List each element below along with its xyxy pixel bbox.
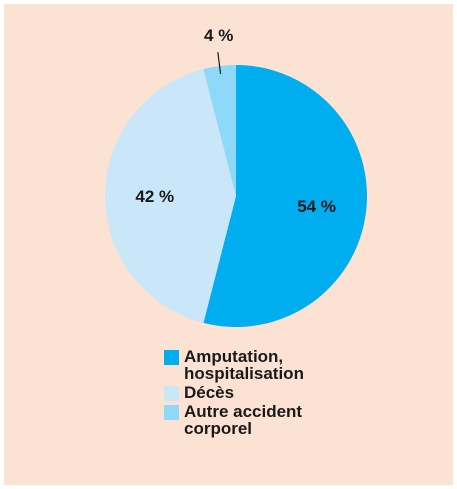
data-label-amputation: 54 % <box>297 197 336 216</box>
chart-legend: Amputation, hospitalisation Décès Autre … <box>164 348 444 439</box>
legend-swatch-autre <box>164 405 179 420</box>
legend-swatch-deces <box>164 386 179 401</box>
pie-chart: 54 % 42 % 4 % <box>105 26 367 328</box>
legend-label-deces: Décès <box>184 383 235 402</box>
data-label-autre: 4 % <box>204 26 233 45</box>
legend-label-autre: Autre accident corporel <box>184 402 303 438</box>
legend-swatch-amputation <box>164 350 179 365</box>
legend-label-amputation: Amputation, hospitalisation <box>184 347 304 383</box>
legend-item-deces: Décès <box>164 384 444 401</box>
legend-item-autre: Autre accident corporel <box>164 403 444 437</box>
chart-panel: 54 % 42 % 4 % Amputation, hospitalisation … <box>4 4 453 485</box>
data-label-deces: 42 % <box>135 187 174 206</box>
pie-slice-autre <box>203 65 236 196</box>
pie-slice-amputation <box>203 65 367 328</box>
leader-line-autre <box>217 52 222 75</box>
pie-slice-deces <box>105 69 236 323</box>
legend-item-amputation: Amputation, hospitalisation <box>164 348 444 382</box>
